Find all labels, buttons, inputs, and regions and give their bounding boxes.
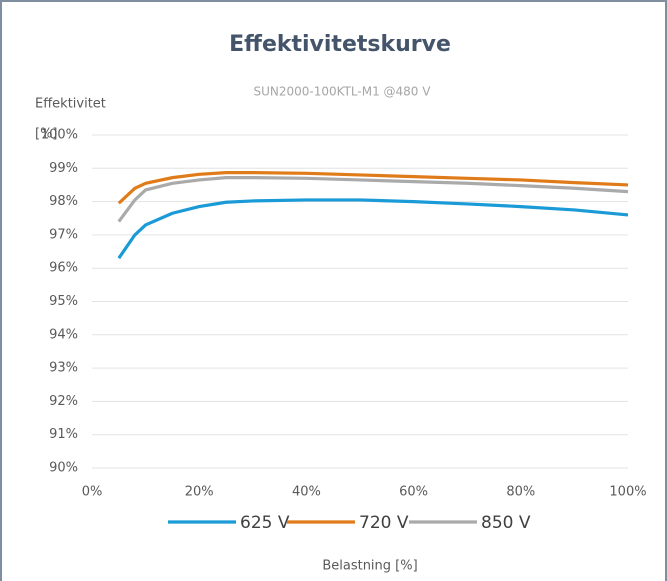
chart-subtitle: SUN2000-100KTL-M1 @480 V: [254, 85, 432, 99]
y-tick-label: 93%: [49, 361, 78, 376]
y-tick-label: 90%: [49, 461, 78, 476]
x-tick-label: 80%: [506, 485, 535, 500]
y-axis-label: Effektivitet: [35, 97, 106, 112]
x-tick-label: 0%: [82, 485, 103, 500]
y-tick-label: 91%: [49, 427, 78, 442]
y-tick-label: 97%: [49, 227, 78, 242]
y-tick-label: 99%: [49, 161, 78, 176]
y-axis-label: [%]: [35, 127, 58, 142]
legend-label: 720 V: [359, 513, 409, 533]
line-series: [117, 171, 629, 205]
x-tick-label: 20%: [185, 485, 214, 500]
y-tick-label: 96%: [49, 261, 78, 276]
y-tick-label: 100%: [41, 128, 78, 143]
line-series: [117, 198, 629, 260]
y-tick-label: 98%: [49, 194, 78, 209]
x-tick-label: 40%: [292, 485, 321, 500]
line-series: [117, 176, 629, 223]
x-tick-label: 100%: [609, 485, 646, 500]
y-tick-label: 95%: [49, 294, 78, 309]
y-tick-label: 92%: [49, 394, 78, 409]
x-axis-label: Belastning [%]: [322, 559, 417, 574]
chart-title: Effektivitetskurve: [229, 32, 451, 57]
legend-label: 850 V: [481, 513, 531, 533]
legend-label: 625 V: [240, 513, 290, 533]
y-tick-label: 94%: [49, 327, 78, 342]
x-tick-label: 60%: [399, 485, 428, 500]
